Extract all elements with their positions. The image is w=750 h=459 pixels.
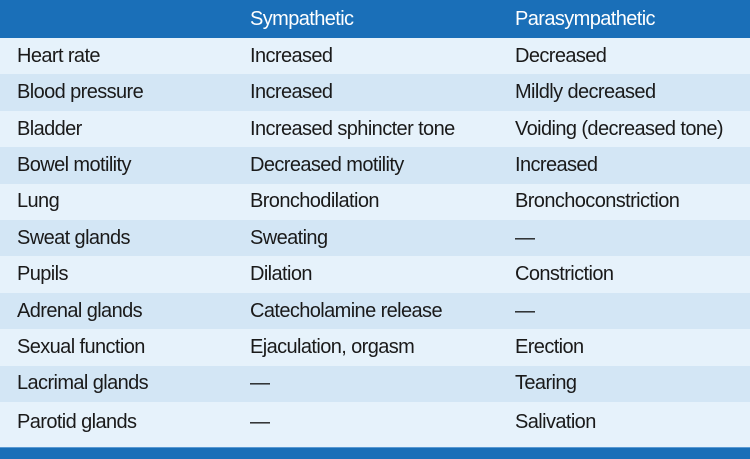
table-cell: — [250,372,270,395]
table-cell: Blood pressure [17,81,144,104]
table-cell: Ejaculation, orgasm [250,335,415,358]
table-cell: Sweat glands [17,226,130,249]
table-cell: Bladder [17,117,82,140]
table-cell: Sexual function [17,335,145,358]
table-cell: Tearing [515,372,577,395]
table-cell: — [515,226,535,249]
table-cell: Bronchoconstriction [515,190,680,213]
table-row: Heart rate Increased Decreased [0,38,750,75]
table-cell: — [515,299,535,322]
table-cell: Dilation [250,263,313,286]
table-row: Blood pressure Increased Mildly decreased [0,74,750,111]
table-cell: Parotid glands [17,411,137,433]
table-cell: Lacrimal glands [17,372,149,395]
table-cell: Increased [250,81,333,104]
table-cell: Lung [17,190,60,213]
table-cell: Erection [515,335,584,358]
table-cell: Bronchodilation [250,190,379,213]
table-cell: Voiding (decreased tone) [515,117,724,140]
table-cell: Bowel motility [17,153,131,176]
table-row: Parotid glands — Salivation [0,402,750,448]
header-cell: Parasympathetic [515,7,656,30]
table-cell: Increased [515,153,598,176]
table-cell: Pupils [17,263,68,286]
table-row: Bowel motility Decreased motility Increase… [0,147,750,184]
table-row: Adrenal glands Catecholamine release — [0,292,750,330]
table-cell: Adrenal glands [17,299,143,322]
table-cell: Increased sphincter tone [250,117,455,140]
table-cell: — [250,411,270,433]
table-header: Sympathetic Parasympathetic [0,0,750,38]
table-cell: Salivation [515,411,596,433]
table-cell: Decreased [515,44,607,67]
header-cell: Sympathetic [250,7,354,30]
table-cell: Decreased motility [250,153,404,176]
table-cell: Catecholamine release [250,299,443,322]
table-cell: Constriction [515,263,614,286]
table-cell: Mildly decreased [515,81,656,104]
table-row: Sexual function Ejaculation, orgasm Erecti… [0,329,750,366]
table-footer-bar [0,447,750,459]
table-row: Bladder Increased sphincter tone Voiding (… [0,110,750,148]
table-row: Lung Bronchodilation Bronchoconstriction [0,183,750,221]
table-cell: Heart rate [17,44,101,67]
table-row: Sweat glands Sweating — [0,220,750,257]
table-row: Lacrimal glands — Tearing [0,365,750,403]
table-cell: Increased [250,44,333,67]
table-cell: Sweating [250,226,328,249]
table-row: Pupils Dilation Constriction [0,256,750,293]
